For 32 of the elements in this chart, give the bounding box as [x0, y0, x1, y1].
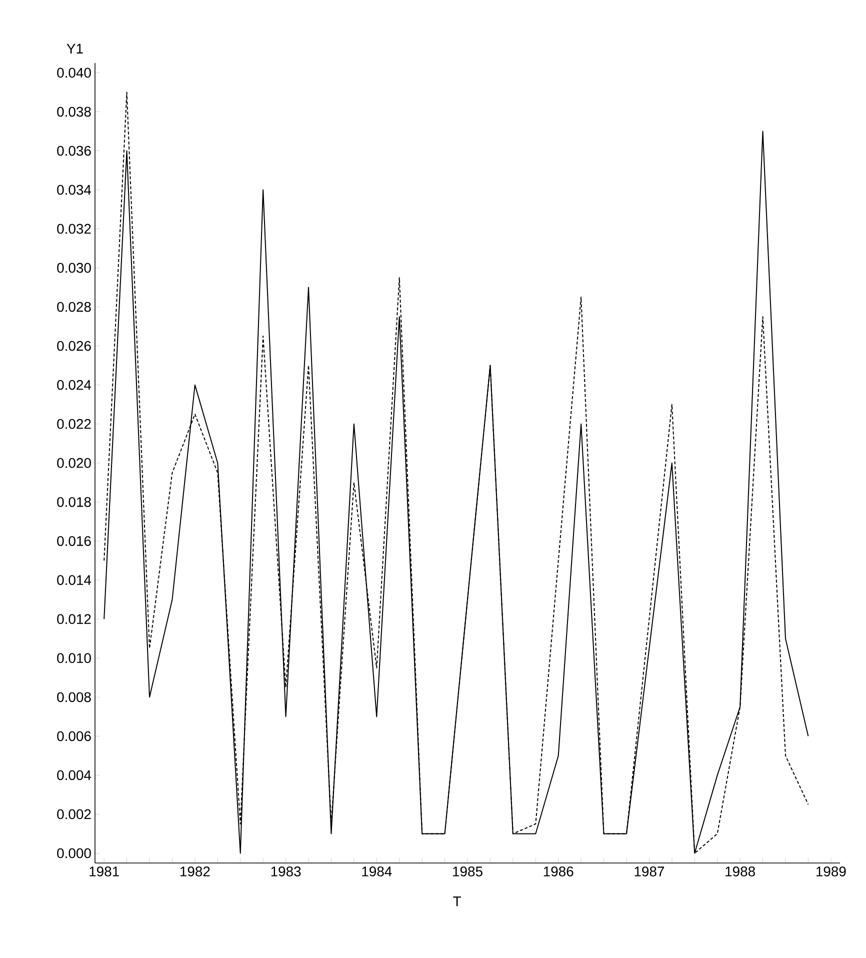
- x-axis-title: T: [453, 896, 462, 906]
- x-tick-label: 1987: [634, 866, 664, 876]
- x-tick-label: 1986: [544, 866, 574, 876]
- y-tick-label: 0.030: [57, 262, 91, 273]
- y-tick-label: 0.038: [57, 106, 91, 117]
- y-tick-label: 0.004: [57, 770, 92, 780]
- y-tick-label: 0.000: [57, 848, 91, 858]
- x-tick-label: 1982: [180, 866, 210, 876]
- x-tick-label: 1988: [726, 866, 755, 876]
- x-tick-label: 1983: [271, 866, 301, 876]
- x-tick-label: 1989: [816, 866, 846, 876]
- y-tick-label: 0.016: [57, 536, 91, 546]
- y-tick-label: 0.008: [57, 692, 91, 702]
- y-tick-label: 0.036: [57, 146, 91, 156]
- y-tick-label: 0.006: [57, 731, 91, 742]
- x-tick-label: 1984: [362, 866, 392, 876]
- y-tick-label: 0.010: [57, 653, 91, 664]
- y-tick-label: 0.002: [57, 809, 91, 820]
- y-tick-label: 0.026: [57, 340, 91, 351]
- y-tick-label: 0.034: [57, 184, 92, 195]
- y-tick-label: 0.028: [57, 302, 91, 312]
- y-tick-label: 0.014: [57, 575, 92, 586]
- y-tick-label: 0.012: [57, 614, 91, 624]
- y-tick-label: 0.024: [57, 380, 92, 390]
- y-tick-label: 0.040: [57, 68, 91, 78]
- x-tick-label: 1981: [90, 866, 119, 876]
- y-tick-label: 0.018: [57, 497, 91, 507]
- y-axis-title: Y1: [66, 44, 83, 54]
- y-tick-label: 0.020: [57, 458, 91, 468]
- y-tick-label: 0.022: [57, 419, 91, 429]
- y-tick-label: 0.032: [57, 224, 91, 234]
- x-tick-label: 1985: [453, 866, 482, 876]
